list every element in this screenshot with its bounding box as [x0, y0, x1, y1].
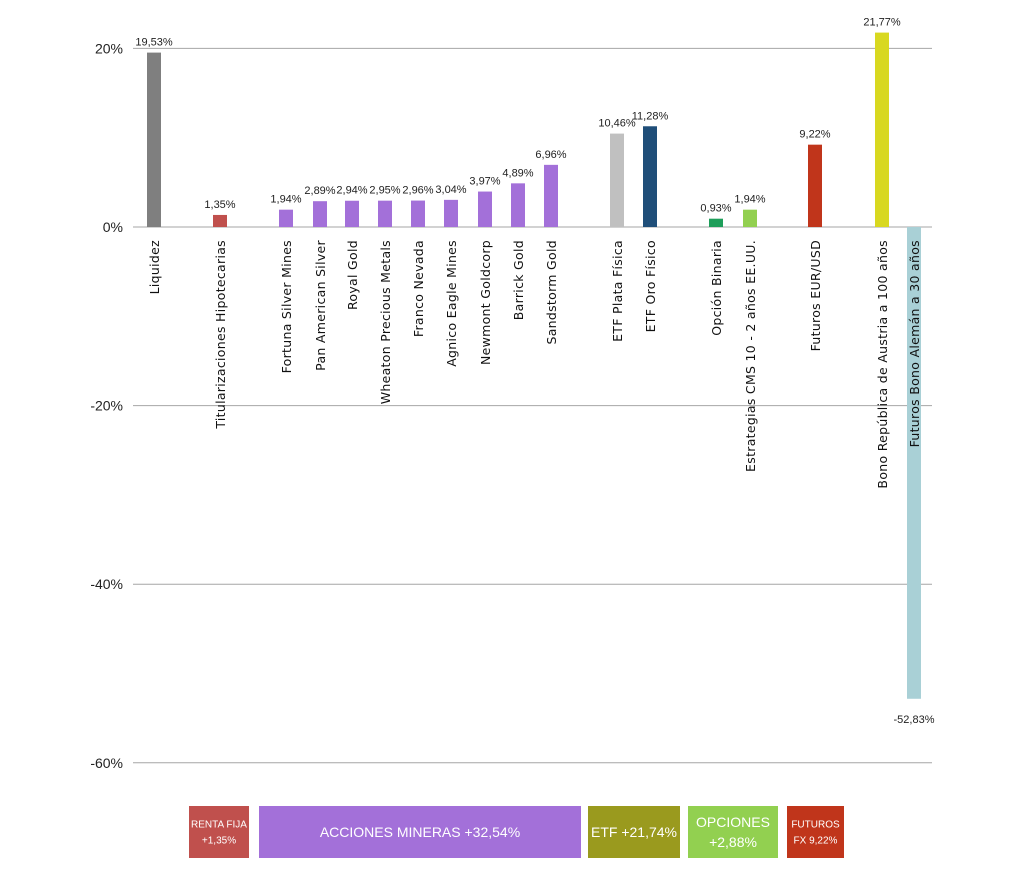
legend-label: OPCIONES — [696, 814, 770, 830]
category-label: Bono República de Austria a 100 años — [875, 240, 890, 489]
y-tick-label: 0% — [103, 219, 123, 235]
legend-box: ACCIONES MINERAS +32,54% — [259, 806, 581, 858]
data-label: 11,28% — [632, 110, 669, 122]
legend-label: FX 9,22% — [794, 836, 838, 847]
bar — [279, 209, 293, 227]
data-label: 1,35% — [204, 199, 235, 211]
bar — [544, 164, 558, 227]
gridlines — [133, 47, 932, 764]
category-label: Liquidez — [147, 240, 162, 294]
data-label: 19,53% — [135, 37, 173, 49]
bar — [743, 209, 757, 227]
data-label: 3,97% — [469, 176, 500, 188]
category-label: Titularizaciones Hipotecarias — [213, 240, 228, 430]
bar — [378, 200, 392, 227]
legend-swatch — [688, 806, 778, 858]
legend-swatch — [189, 806, 249, 858]
data-label: 2,89% — [304, 185, 335, 197]
category-labels: Liquidez Titularizaciones Hipotecarias For… — [147, 239, 922, 488]
data-label: 3,04% — [435, 184, 466, 196]
category-label: Futuros Bono Alemán a 30 años — [907, 240, 922, 447]
data-label: 9,22% — [799, 129, 830, 141]
category-label: Sandstorm Gold — [544, 240, 559, 345]
category-label: Barrick Gold — [511, 240, 526, 320]
legend-label: ETF +21,74% — [591, 824, 677, 840]
legend-box: RENTA FIJA +1,35% — [189, 806, 249, 858]
category-label: Wheaton Precious Metals — [378, 240, 393, 404]
category-label: ETF Plata Física — [610, 240, 625, 342]
data-label: 6,96% — [535, 149, 566, 161]
bar — [643, 126, 657, 227]
legend-label: ACCIONES MINERAS +32,54% — [320, 824, 520, 840]
category-label: Franco Nevada — [411, 240, 426, 337]
legend-swatch — [588, 806, 680, 858]
legend-swatch — [787, 806, 844, 858]
y-axis-ticks: 20% 0% -20% -40% -60% — [90, 40, 123, 770]
data-label: 4,89% — [502, 167, 533, 179]
category-label: Agnico Eagle Mines — [444, 240, 459, 367]
category-label: Futuros EUR/USD — [808, 240, 823, 351]
data-label: 10,46% — [598, 118, 636, 130]
y-tick-label: -60% — [90, 755, 123, 771]
data-labels: 19,53%1,35% 1,94%2,89% 2,94% 2,95% 2,96% 3,04… — [135, 17, 934, 726]
category-label: Fortuna Silver Mines — [279, 240, 294, 373]
data-label: -52,83% — [894, 714, 935, 726]
bar — [213, 214, 227, 227]
bar — [907, 227, 921, 699]
bar — [313, 201, 327, 227]
data-label: 2,95% — [369, 185, 400, 197]
legend-box: FUTUROS FX 9,22% — [787, 806, 844, 858]
category-label: Estrategias CMS 10 - 2 años EE.UU. — [743, 240, 758, 472]
bars — [147, 32, 921, 699]
category-label: Pan American Silver — [313, 239, 328, 370]
legend-label: RENTA FIJA — [191, 820, 247, 831]
bar — [709, 218, 723, 227]
legend-label: FUTUROS — [791, 820, 840, 831]
bar — [875, 32, 889, 227]
bar — [478, 191, 492, 227]
category-label: Royal Gold — [345, 240, 360, 310]
bar — [610, 133, 624, 227]
data-label: 21,77% — [863, 17, 901, 29]
bar — [345, 200, 359, 227]
legend-box: OPCIONES +2,88% — [688, 806, 778, 858]
bar — [808, 144, 822, 227]
y-tick-label: -20% — [90, 398, 123, 414]
legend-box: ETF +21,74% — [588, 806, 680, 858]
data-label: 0,93% — [700, 203, 731, 215]
data-label: 1,94% — [270, 194, 301, 206]
bar — [511, 183, 525, 227]
category-label: Newmont Goldcorp — [478, 240, 493, 365]
legend-label: +2,88% — [709, 834, 757, 850]
category-label: Opción Binaria — [709, 240, 724, 336]
bar — [411, 200, 425, 227]
data-label: 2,96% — [402, 185, 433, 197]
legend-label: +1,35% — [202, 836, 236, 847]
bar — [147, 52, 161, 227]
data-label: 1,94% — [734, 194, 765, 206]
group-legend: RENTA FIJA +1,35% ACCIONES MINERAS +32,54%… — [189, 806, 844, 858]
y-tick-label: -40% — [90, 576, 123, 592]
bar — [444, 199, 458, 227]
data-label: 2,94% — [336, 185, 367, 197]
category-label: ETF Oro Físico — [643, 240, 658, 332]
legend-swatch — [259, 806, 581, 858]
y-tick-label: 20% — [95, 40, 123, 56]
